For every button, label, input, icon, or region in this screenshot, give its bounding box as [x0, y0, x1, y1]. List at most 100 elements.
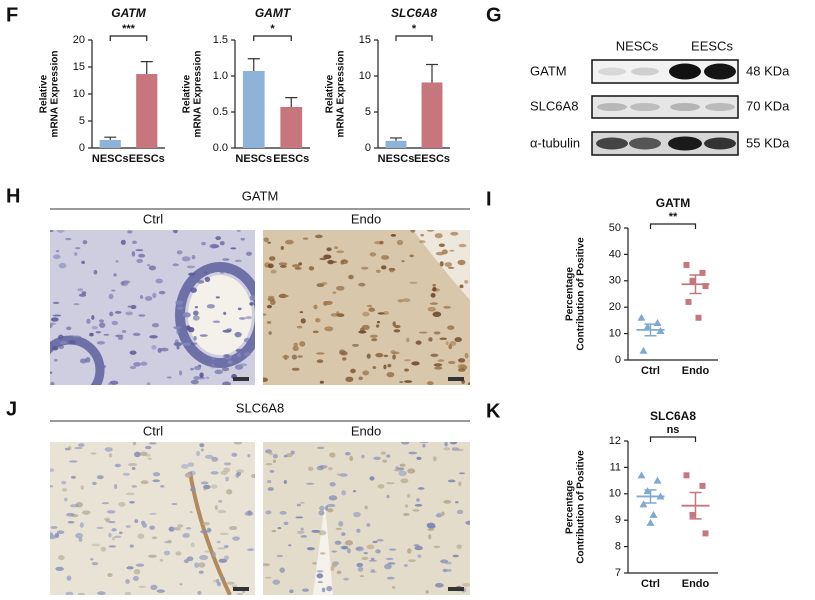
- cell: [459, 284, 464, 289]
- y-tick-label: 10: [359, 70, 371, 82]
- cell: [432, 287, 437, 292]
- cell: [335, 527, 343, 530]
- cell: [414, 545, 423, 551]
- cell: [334, 540, 342, 545]
- cell: [128, 462, 137, 467]
- cell: [403, 564, 408, 567]
- cell: [279, 567, 285, 573]
- cell: [99, 322, 106, 328]
- cell: [194, 562, 200, 568]
- cell: [390, 234, 397, 237]
- cell: [369, 334, 378, 338]
- data-point: [702, 283, 709, 290]
- cell: [234, 259, 242, 263]
- cell: [458, 472, 466, 475]
- cell: [54, 533, 60, 538]
- cell: [214, 369, 223, 375]
- cell: [226, 489, 233, 495]
- cell: [125, 579, 130, 584]
- cell: [448, 344, 453, 350]
- cell: [457, 363, 466, 369]
- cell: [125, 311, 133, 316]
- cell: [182, 533, 190, 538]
- cell: [414, 503, 423, 507]
- cell: [329, 452, 336, 458]
- x-tick-label: EESCs: [129, 153, 165, 165]
- cell: [159, 347, 169, 352]
- cell: [114, 463, 121, 468]
- cell: [233, 442, 243, 445]
- cell: [245, 251, 253, 256]
- data-point: [695, 314, 702, 321]
- cell: [78, 537, 83, 542]
- cell: [338, 521, 344, 527]
- histology-title: GATM: [242, 188, 279, 203]
- cell: [433, 545, 441, 549]
- panel-letter: K: [486, 400, 501, 422]
- cell: [368, 559, 377, 562]
- cell: [147, 457, 152, 460]
- cell: [132, 332, 141, 337]
- y-tick-label: 9: [615, 514, 621, 526]
- cell: [297, 355, 303, 358]
- cell: [363, 551, 368, 555]
- cell: [202, 488, 207, 491]
- cell: [129, 501, 135, 504]
- cell: [318, 510, 325, 516]
- cell: [150, 584, 158, 591]
- data-point: [637, 471, 646, 479]
- chart-title: GAMT: [255, 6, 292, 20]
- data-point: [653, 476, 662, 484]
- cell: [59, 340, 67, 345]
- cell: [106, 510, 116, 514]
- cell: [95, 331, 102, 334]
- cell: [406, 337, 410, 343]
- cell: [217, 581, 221, 587]
- panel-letter: H: [6, 185, 20, 207]
- cell: [344, 540, 354, 546]
- cell: [369, 252, 377, 257]
- y-tick-label: 0.5: [213, 106, 228, 118]
- cell: [355, 547, 362, 550]
- data-point: [683, 261, 690, 268]
- cell: [175, 300, 183, 305]
- chart-title: GATM: [111, 6, 146, 20]
- cell: [417, 554, 422, 559]
- y-axis-label: Relative: [325, 74, 336, 113]
- y-tick-label: 5: [79, 115, 85, 127]
- cell: [361, 324, 370, 331]
- cell: [96, 341, 106, 345]
- cell: [439, 261, 444, 267]
- cell: [283, 454, 288, 458]
- cell: [349, 455, 354, 462]
- y-tick-label: 20: [609, 301, 621, 313]
- significance-label: ns: [667, 424, 680, 436]
- cell: [81, 291, 87, 295]
- cell: [238, 363, 248, 367]
- cell: [139, 295, 144, 300]
- cell: [305, 482, 315, 485]
- cell: [107, 383, 112, 385]
- cell: [399, 463, 406, 467]
- cell: [433, 363, 443, 367]
- cell: [408, 559, 416, 563]
- cell: [243, 337, 251, 343]
- cell: [117, 336, 124, 340]
- cell: [212, 579, 218, 583]
- cell: [369, 476, 375, 481]
- chart-title: GATM: [656, 196, 690, 210]
- cell: [81, 260, 85, 264]
- cell: [211, 456, 219, 462]
- cell: [328, 495, 338, 501]
- cell: [371, 338, 378, 342]
- cell: [439, 337, 447, 340]
- cell: [223, 311, 227, 315]
- panel-letter: J: [6, 398, 17, 420]
- histology-column: Ctrl: [143, 211, 163, 226]
- cell: [77, 592, 85, 595]
- error-bar: [247, 58, 260, 71]
- cell: [198, 570, 204, 574]
- cell: [271, 529, 277, 533]
- blot-size: 55 KDa: [746, 135, 790, 150]
- cell: [50, 317, 59, 322]
